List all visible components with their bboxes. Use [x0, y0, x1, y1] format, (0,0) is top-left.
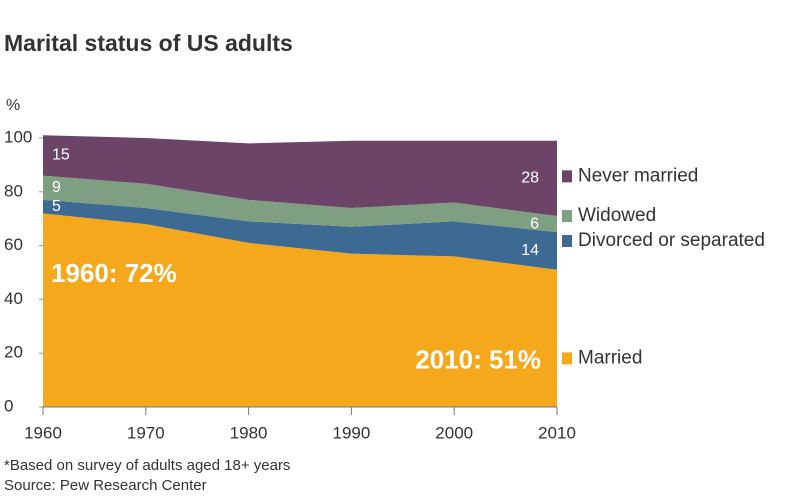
- annotation: 2010: 51%: [415, 344, 541, 374]
- area: [43, 135, 557, 217]
- data-label: 5: [52, 198, 61, 215]
- legend-label: Divorced or separated: [578, 230, 765, 251]
- data-label: 14: [521, 242, 539, 259]
- x-tick-label: 1990: [332, 423, 370, 442]
- area: [43, 199, 557, 270]
- y-axis-label: %: [6, 97, 20, 114]
- x-tick-label: 1980: [230, 423, 268, 442]
- legend-label: Never married: [578, 165, 698, 186]
- legend-label: Married: [578, 347, 642, 368]
- y-tick-label: 20: [4, 343, 23, 362]
- y-tick-label: 0: [4, 396, 13, 415]
- data-label: 15: [52, 147, 70, 164]
- x-tick-label: 1970: [127, 423, 165, 442]
- x-tick-label: 2000: [435, 423, 473, 442]
- y-tick-label: 80: [4, 181, 23, 200]
- y-tick-label: 100: [4, 127, 32, 146]
- legend-swatch: [562, 234, 572, 247]
- chart-title: Marital status of US adults: [4, 30, 293, 56]
- legend-swatch: [562, 170, 572, 183]
- y-tick-label: 60: [4, 235, 23, 254]
- data-label: 9: [52, 179, 61, 196]
- x-tick-label: 2010: [538, 423, 576, 442]
- y-tick-label: 40: [4, 289, 23, 308]
- legend-swatch: [562, 352, 572, 365]
- area: [43, 213, 557, 407]
- legend-label: Widowed: [578, 205, 656, 226]
- annotation: 1960: 72%: [51, 258, 177, 288]
- legend-swatch: [562, 210, 572, 223]
- footnote: *Based on survey of adults aged 18+ year…: [4, 457, 290, 474]
- x-tick-label: 1960: [24, 423, 62, 442]
- data-label: 28: [521, 170, 539, 187]
- data-label: 6: [530, 215, 539, 232]
- source: Source: Pew Research Center: [4, 477, 207, 494]
